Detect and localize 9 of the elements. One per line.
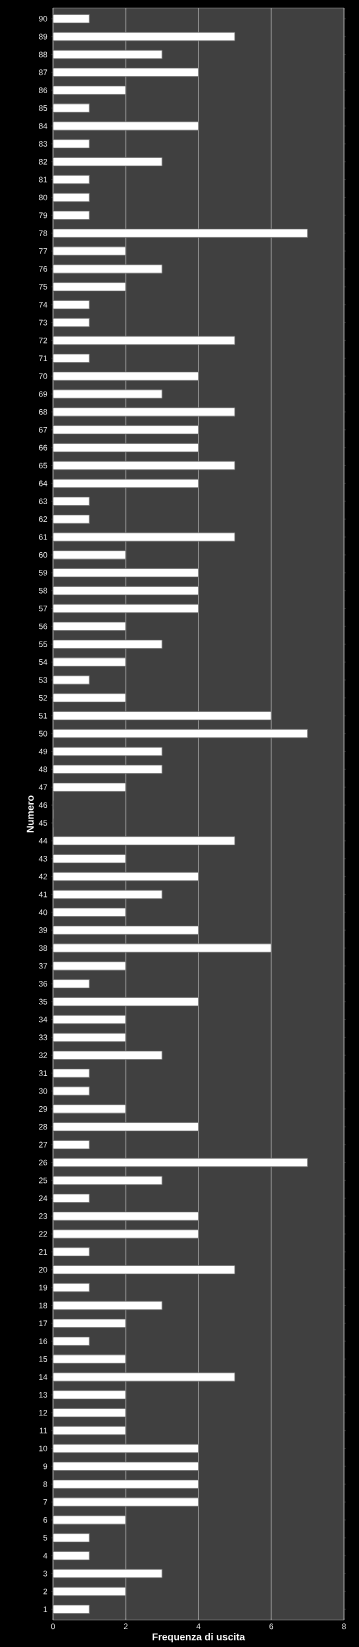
bar bbox=[53, 1354, 127, 1364]
bar bbox=[53, 1086, 90, 1096]
bar bbox=[53, 246, 127, 256]
bar bbox=[53, 1515, 127, 1525]
y-axis-title: Numero bbox=[26, 795, 34, 833]
bar bbox=[53, 675, 90, 685]
x-axis-title: Frequenza di uscita bbox=[152, 1633, 246, 1643]
bar bbox=[53, 961, 127, 971]
bar bbox=[53, 103, 90, 113]
